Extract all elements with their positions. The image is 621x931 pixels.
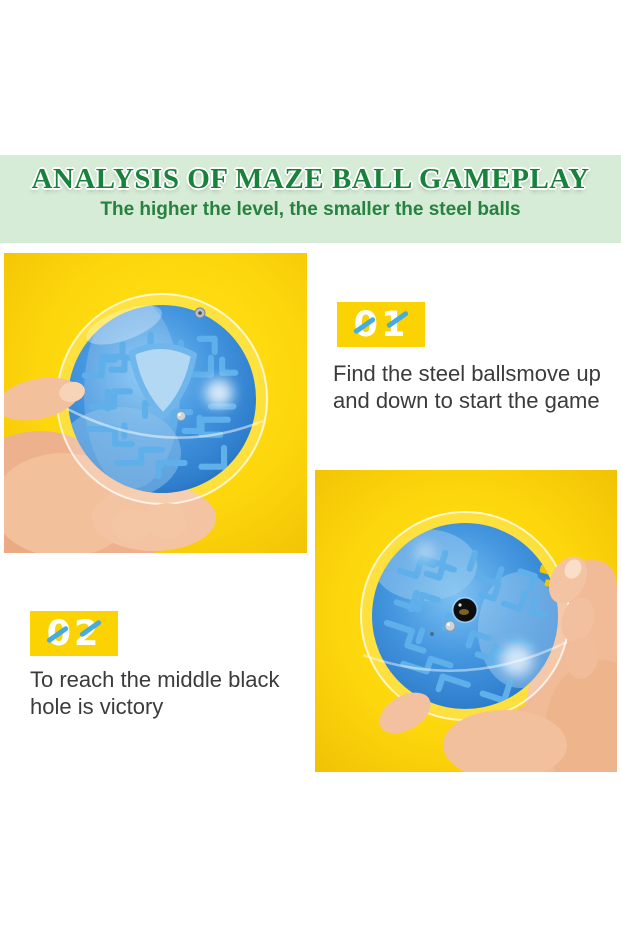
photo-maze-ball-top-view	[4, 253, 307, 553]
black-hole	[451, 596, 479, 624]
step-2-text: To reach the middle black hole is victor…	[30, 666, 279, 720]
step-1-text-line-2: and down to start the game	[333, 388, 600, 413]
maze-ball-photo-1	[4, 293, 268, 553]
banner-title: ANALYSIS OF MAZE BALL GAMEPLAY	[31, 163, 590, 195]
shell-pin	[194, 307, 206, 319]
shell-seam	[362, 640, 568, 672]
maze-ball	[56, 293, 268, 505]
maze-ball	[360, 511, 570, 721]
fingertips	[379, 556, 599, 772]
maze-walls	[383, 549, 547, 704]
steel-ball	[444, 620, 456, 632]
step-1-number: 01	[353, 305, 409, 345]
step-1-text-line-1: Find the steel ballsmove up	[333, 361, 601, 386]
step-2-number-badge: 02	[30, 611, 118, 656]
shell-seam	[59, 403, 264, 439]
step-1-number-badge: 01	[337, 302, 425, 347]
steel-ball	[176, 411, 186, 421]
banner: ANALYSIS OF MAZE BALL GAMEPLAY The highe…	[0, 155, 621, 243]
step-1-text: Find the steel ballsmove up and down to …	[333, 360, 601, 414]
photo-maze-ball-black-hole	[315, 470, 617, 772]
light-glare	[501, 644, 533, 676]
banner-subtitle: The higher the level, the smaller the st…	[100, 199, 521, 220]
step-2-text-line-2: hole is victory	[30, 694, 164, 719]
step-2-text-line-1: To reach the middle black	[30, 667, 280, 692]
light-glare	[205, 379, 233, 407]
thumb-and-fingertips	[4, 377, 216, 541]
maze-funnel	[129, 342, 197, 419]
step-2-number: 02	[46, 614, 102, 654]
maze-ball-photo-2	[360, 511, 617, 772]
